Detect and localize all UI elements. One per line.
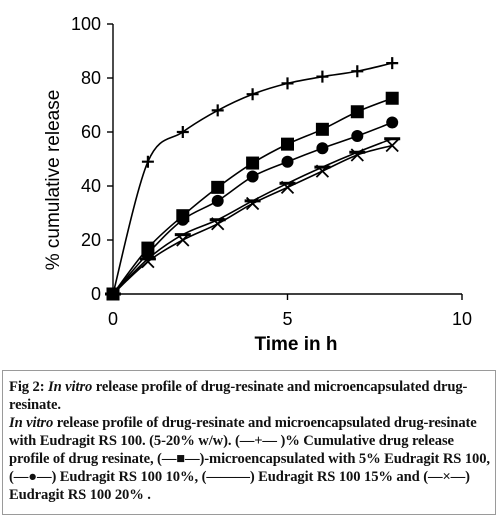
figure-caption: Fig 2: In vitro release profile of drug-… bbox=[9, 378, 495, 504]
data-point-circle bbox=[281, 155, 294, 168]
data-point-square bbox=[385, 91, 399, 105]
y-axis-label: % cumulative release bbox=[43, 90, 64, 271]
data-point-square bbox=[350, 105, 364, 119]
release-profile-chart: 0 20 40 60 80 100 0 5 10 % cumulative release Ti… bbox=[43, 14, 472, 355]
y-tick-label: 80 bbox=[81, 68, 101, 88]
chart-series bbox=[105, 57, 401, 301]
data-point-square bbox=[211, 180, 225, 194]
data-point-cross bbox=[315, 164, 330, 178]
x-axis-label: Time in h bbox=[254, 334, 337, 355]
data-point-plus bbox=[246, 88, 259, 101]
data-point-plus bbox=[281, 77, 294, 90]
data-point-plus bbox=[211, 104, 224, 117]
data-point-cross bbox=[245, 196, 260, 211]
series-square bbox=[106, 91, 399, 301]
x-tick-label: 10 bbox=[452, 309, 472, 329]
data-point-square bbox=[315, 122, 329, 136]
data-point-circle bbox=[211, 194, 224, 207]
data-point-square bbox=[246, 156, 260, 170]
caption-body-italic: In vitro bbox=[9, 415, 54, 431]
data-point-cross bbox=[350, 148, 364, 162]
data-point-circle bbox=[386, 116, 399, 129]
x-tick-label: 5 bbox=[282, 309, 292, 329]
y-tick-label: 40 bbox=[81, 176, 101, 196]
data-point-circle bbox=[351, 130, 364, 143]
chart-ticks: 0 20 40 60 80 100 0 5 10 bbox=[71, 14, 472, 329]
x-tick-label: 0 bbox=[108, 309, 118, 329]
caption-body-text: release profile of drug-resinate and mic… bbox=[9, 415, 490, 503]
caption-title: Fig 2: In vitro release profile of drug-… bbox=[9, 378, 495, 414]
data-point-plus bbox=[386, 57, 399, 70]
data-point-plus bbox=[176, 126, 189, 138]
data-point-cross bbox=[141, 254, 155, 269]
data-point-cross bbox=[176, 233, 190, 247]
caption-fig-label: Fig 2: bbox=[9, 379, 49, 395]
caption-body: In vitro release profile of drug-resinat… bbox=[9, 414, 495, 504]
caption-title-italic: In vitro bbox=[48, 379, 93, 395]
y-tick-label: 20 bbox=[81, 230, 101, 250]
data-point-square bbox=[281, 137, 294, 151]
data-point-cross bbox=[280, 180, 295, 194]
caption-title-text: release profile of drug-resinate and mic… bbox=[9, 379, 468, 413]
data-point-plus bbox=[141, 155, 154, 168]
series-line-square bbox=[112, 97, 393, 295]
data-point-cross bbox=[211, 217, 225, 231]
data-point-cross bbox=[385, 138, 399, 153]
y-tick-label: 60 bbox=[81, 122, 101, 142]
data-point-circle bbox=[246, 170, 259, 183]
data-point-plus bbox=[316, 70, 329, 83]
data-point-circle bbox=[316, 142, 329, 155]
data-point-cross bbox=[106, 287, 120, 301]
data-point-circle bbox=[176, 213, 189, 226]
y-tick-label: 0 bbox=[91, 284, 101, 304]
data-point-plus bbox=[351, 65, 364, 78]
series-circle bbox=[107, 116, 399, 300]
y-tick-label: 100 bbox=[71, 14, 101, 34]
figure-caption-box: Fig 2: In vitro release profile of drug-… bbox=[2, 370, 496, 515]
series-cross bbox=[106, 138, 399, 301]
